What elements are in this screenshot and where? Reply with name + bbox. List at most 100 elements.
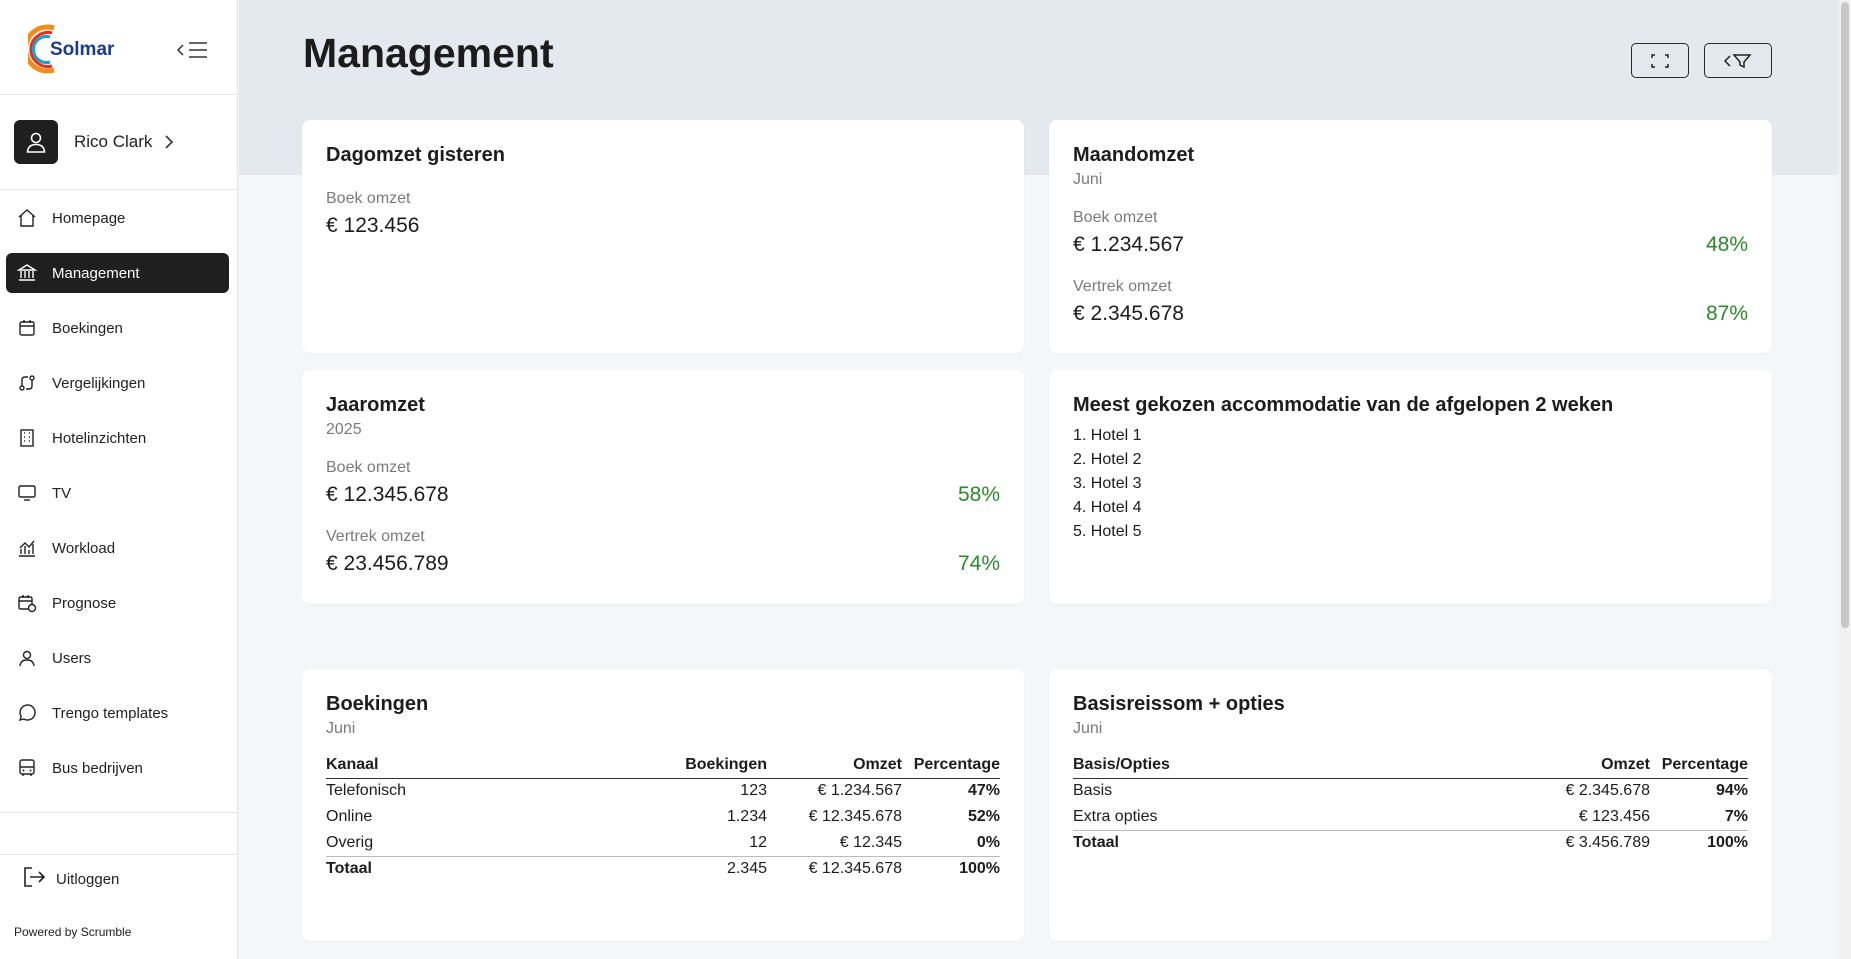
card-title: Dagomzet gisteren	[326, 144, 505, 166]
nav-label: TV	[52, 484, 72, 502]
building-icon	[16, 427, 38, 449]
table-cell: Extra opties	[1073, 807, 1158, 825]
menu-collapse-button[interactable]	[175, 38, 211, 62]
nav-item-trengo-templates[interactable]: Trengo templates	[6, 693, 229, 733]
table-cell: 1.234	[726, 808, 767, 825]
logout-icon	[22, 866, 46, 892]
column-header: Kanaal	[326, 755, 656, 779]
table-cell: Overig	[326, 833, 374, 851]
nav-item-tv[interactable]: TV	[6, 473, 229, 513]
column-header: Percentage	[902, 755, 1000, 779]
boek-omzet-label: Boek omzet	[326, 459, 411, 476]
card-accommodatie: Meest gekozen accommodatie van de afgelo…	[1049, 370, 1772, 604]
logo-row: Solmar	[0, 0, 237, 95]
nav-item-hotelinzichten[interactable]: Hotelinzichten	[6, 418, 229, 458]
scrollbar-thumb[interactable]	[1841, 2, 1849, 628]
list-item: 5. Hotel 5	[1073, 523, 1142, 540]
table-cell: € 12.345.678	[808, 808, 902, 825]
nav-item-homepage[interactable]: Homepage	[6, 198, 229, 238]
card-title: Jaaromzet	[326, 394, 425, 416]
table-cell: € 2.345.678	[1565, 782, 1650, 800]
scrollbar[interactable]	[1839, 0, 1851, 959]
page-title: Management	[303, 30, 554, 76]
nav-item-management[interactable]: Management	[6, 253, 229, 293]
table-cell: 7%	[1724, 807, 1748, 825]
vertrek-omzet-percentage: 87%	[1705, 302, 1748, 325]
table-cell: Totaal	[326, 855, 656, 882]
table-cell: 123	[740, 782, 767, 800]
home-icon	[16, 207, 38, 229]
nav-item-boekingen[interactable]: Boekingen	[6, 308, 229, 348]
boekingen-table: Kanaal Boekingen Omzet Percentage Telefo…	[326, 755, 1000, 882]
table-row: Telefonisch 123 € 1.234.567 47%	[326, 778, 1000, 804]
boek-omzet-label: Boek omzet	[1073, 209, 1158, 226]
nav-label: Users	[52, 649, 92, 667]
solmar-logo[interactable]: Solmar	[28, 22, 138, 74]
nav-item-prognose[interactable]: Prognose	[6, 583, 229, 623]
table-header-row: Basis/Opties Omzet Percentage	[1073, 755, 1748, 779]
column-header: Percentage	[1650, 755, 1748, 779]
nav-label: Workload	[52, 539, 116, 557]
card-title: Maandomzet	[1073, 144, 1195, 166]
powered-by: Powered by Scrumble	[14, 925, 132, 939]
filter-button[interactable]	[1704, 43, 1772, 78]
nav-label: Vergelijkingen	[52, 374, 146, 392]
card-jaaromzet: Jaaromzet 2025 Boek omzet € 12.345.678 5…	[302, 370, 1024, 604]
list-item: 3. Hotel 3	[1073, 475, 1142, 492]
boek-omzet-percentage: 48%	[1705, 233, 1748, 256]
nav-label: Hotelinzichten	[52, 429, 147, 447]
table-cell: 0%	[976, 833, 1000, 851]
table-cell: € 123.456	[1578, 807, 1650, 825]
table-cell: 94%	[1715, 782, 1748, 800]
column-header: Boekingen	[656, 755, 767, 779]
column-header: Omzet	[767, 755, 902, 779]
sidebar: Solmar Rico Clark Homepage	[0, 0, 238, 959]
table-cell: 12	[749, 833, 767, 851]
logo-text: Solmar	[50, 39, 115, 60]
logout-button[interactable]: Uitloggen	[22, 866, 119, 892]
card-boekingen: Boekingen Juni Kanaal Boekingen Omzet Pe…	[302, 669, 1024, 941]
nav-label: Prognose	[52, 594, 117, 612]
basisreissom-table: Basis/Opties Omzet Percentage Basis € 2.…	[1073, 755, 1748, 856]
main-nav: Homepage Management Boekingen Vergelijki…	[0, 190, 237, 788]
table-cell: € 1.234.567	[817, 782, 902, 800]
card-title: Basisreissom + opties	[1073, 693, 1285, 715]
table-cell: € 12.345	[839, 833, 902, 851]
vertrek-omzet-value: € 2.345.678	[1073, 302, 1184, 325]
nav-item-users[interactable]: Users	[6, 638, 229, 678]
fullscreen-icon	[1651, 53, 1669, 68]
nav-item-vergelijkingen[interactable]: Vergelijkingen	[6, 363, 229, 403]
card-subtitle: 2025	[326, 421, 362, 438]
boek-omzet-percentage: 58%	[957, 483, 1000, 506]
table-total-row: Totaal € 3.456.789 100%	[1073, 829, 1748, 856]
nav-label: Bus bedrijven	[52, 759, 143, 777]
table-cell: Totaal	[1073, 829, 1513, 856]
nav-item-workload[interactable]: Workload	[6, 528, 229, 568]
column-header: Basis/Opties	[1073, 755, 1513, 779]
divider	[0, 854, 238, 855]
vertrek-omzet-label: Vertrek omzet	[1073, 278, 1172, 295]
bus-icon	[16, 757, 38, 779]
nav-item-bus-bedrijven[interactable]: Bus bedrijven	[6, 748, 229, 788]
list-item: 4. Hotel 4	[1073, 499, 1142, 516]
card-subtitle: Juni	[1073, 171, 1103, 188]
logout-label: Uitloggen	[56, 870, 120, 888]
menu-collapse-icon	[176, 42, 207, 58]
avatar	[14, 120, 58, 164]
card-maandomzet: Maandomzet Juni Boek omzet € 1.234.567 4…	[1049, 120, 1772, 353]
user-profile[interactable]: Rico Clark	[0, 95, 237, 190]
filter-icon	[1723, 53, 1752, 68]
list-item: 2. Hotel 2	[1073, 451, 1142, 468]
table-cell: € 3.456.789	[1513, 829, 1650, 856]
vertrek-omzet-label: Vertrek omzet	[326, 528, 425, 545]
boek-omzet-value: € 12.345.678	[326, 483, 449, 506]
nav-label: Homepage	[52, 209, 126, 227]
accommodatie-list: 1. Hotel 1 2. Hotel 2 3. Hotel 3 4. Hote…	[1073, 424, 1141, 544]
calendar-icon	[16, 317, 38, 339]
nav-label: Management	[52, 264, 140, 282]
table-cell: 2.345	[656, 855, 767, 882]
table-row: Extra opties € 123.456 7%	[1073, 804, 1748, 830]
fullscreen-button[interactable]	[1631, 43, 1689, 78]
nav-label: Boekingen	[52, 319, 123, 337]
boek-omzet-value: € 1.234.567	[1073, 233, 1184, 256]
